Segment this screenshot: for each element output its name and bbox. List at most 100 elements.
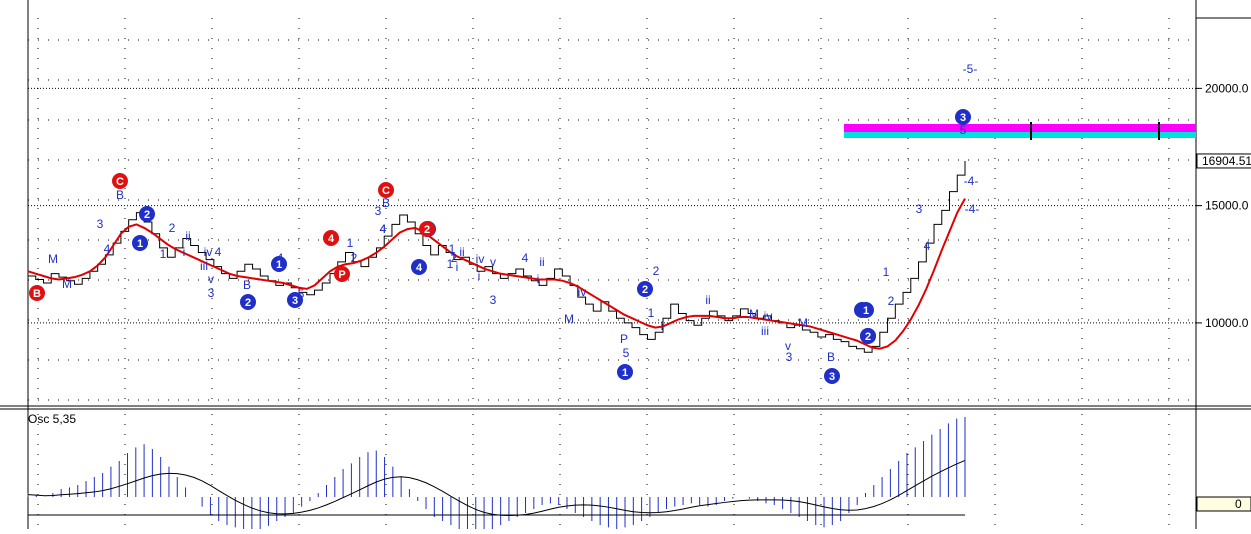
- wave-label: 2: [653, 264, 660, 278]
- last-value-label: 16904.51: [1202, 154, 1251, 168]
- wave-label: 3: [97, 217, 104, 231]
- wave-label: 4: [924, 239, 931, 253]
- alt-circle-marker: [378, 182, 394, 198]
- wave-label: 2: [888, 294, 895, 308]
- alt-circle-marker: [323, 230, 339, 246]
- wave-label: 4: [380, 222, 387, 236]
- wave-label: M: [48, 252, 58, 266]
- alt-circle-label: 2: [424, 224, 430, 236]
- moving-average-line: [27, 198, 966, 350]
- target-band-upper: [844, 124, 1196, 132]
- wave-label: 4: [215, 245, 222, 259]
- wave-circle-label: 2: [245, 297, 251, 309]
- wave-circle-label: 3: [829, 371, 835, 383]
- wave-circle-label: 1: [137, 238, 143, 250]
- wave-circle-marker: [860, 328, 876, 344]
- wave-label: 2: [351, 251, 358, 265]
- alt-circle-label: 4: [328, 233, 335, 245]
- wave-label: 3: [490, 293, 497, 307]
- wave-circle-marker: [858, 302, 874, 318]
- wave-label: i: [456, 260, 459, 274]
- wave-label: M: [798, 316, 808, 330]
- wave-label: 2: [451, 251, 458, 265]
- wave-label: -4-: [965, 202, 980, 216]
- wave-circle-label: 3: [960, 112, 966, 124]
- wave-label: 5: [960, 123, 967, 137]
- price-series: [28, 160, 966, 353]
- wave-circle-label: 1: [622, 367, 628, 379]
- zero-label-box: [1196, 496, 1251, 512]
- wave-label: v: [785, 339, 791, 353]
- wave-circle-marker: [824, 368, 840, 384]
- wave-label: ii: [459, 245, 464, 259]
- wave-label: 5: [298, 287, 305, 301]
- wave-label: -5-: [963, 62, 978, 76]
- wave-label: 4: [522, 251, 529, 265]
- wave-label: iv: [476, 252, 485, 266]
- wave-label: 4: [380, 222, 387, 236]
- axis-tick-label: 20000.0: [1205, 81, 1249, 95]
- wave-circle-marker: [411, 259, 427, 275]
- target-band-lower: [844, 132, 1196, 138]
- wave-label: iii: [761, 324, 769, 338]
- alt-circle-label: P: [338, 269, 345, 281]
- alt-circle-marker: [419, 221, 435, 237]
- wave-label: i: [537, 272, 540, 286]
- alt-circle-marker: [112, 173, 128, 189]
- oscillator-title: Osc 5,35: [28, 412, 76, 426]
- wave-label: iv: [204, 245, 213, 259]
- wave-circle-label: 2: [642, 284, 648, 296]
- wave-circle-label: 1: [863, 305, 869, 317]
- wave-circle-marker: [271, 256, 287, 272]
- wave-label: B: [243, 278, 251, 292]
- wave-label: ii: [705, 293, 710, 307]
- axis-tick-label: 15000.0: [1205, 199, 1249, 213]
- wave-circle-marker: [287, 292, 303, 308]
- alt-circle-label: C: [116, 176, 124, 188]
- wave-circle-label: 2: [144, 209, 150, 221]
- wave-circle-marker: [955, 109, 971, 125]
- wave-label: 1: [447, 257, 454, 271]
- wave-label: ii: [185, 229, 190, 243]
- wave-circle-label: 4: [416, 262, 423, 274]
- wave-label: iv: [764, 309, 773, 323]
- wave-label: i: [478, 269, 481, 283]
- wave-label: 1: [648, 306, 655, 320]
- wave-label: 3: [916, 202, 923, 216]
- wave-label: M: [749, 307, 759, 321]
- wave-circle-marker: [240, 294, 256, 310]
- target-band: [844, 122, 1196, 140]
- wave-label: 4: [104, 242, 111, 256]
- wave-label: P: [620, 332, 628, 346]
- wave-label: -4-: [964, 174, 979, 188]
- alt-circle-marker: [29, 285, 45, 301]
- price-line: [28, 160, 966, 353]
- wave-label: B: [116, 188, 124, 202]
- alt-circle-marker: [334, 266, 350, 282]
- wave-label: i: [183, 245, 186, 259]
- wave-label: iv: [578, 285, 587, 299]
- wave-circle-marker: [617, 364, 633, 380]
- wave-label: M: [62, 277, 72, 291]
- wave-circle-marker: [139, 206, 155, 222]
- wave-label: B: [827, 350, 835, 364]
- wave-label: 5: [623, 346, 630, 360]
- wave-label: M: [564, 312, 574, 326]
- wave-label: v: [490, 255, 496, 269]
- wave-label: iii: [200, 259, 208, 273]
- zero-label: 0: [1235, 497, 1242, 511]
- wave-label: 2: [169, 221, 176, 235]
- wave-circle-label: 3: [292, 295, 298, 307]
- moving-average-series: [27, 198, 966, 350]
- wave-label: 3: [208, 286, 215, 300]
- alt-circle-label: B: [33, 288, 41, 300]
- last-value-box: [1196, 153, 1251, 169]
- wave-circle-label: 2: [865, 331, 871, 343]
- wave-label: 1: [883, 265, 890, 279]
- wave-label: v: [208, 272, 214, 286]
- wave-annotations: MM43B12iiiiviiiv34B451214B34iii12iivv34i…: [29, 62, 979, 384]
- wave-label: 1: [347, 236, 354, 250]
